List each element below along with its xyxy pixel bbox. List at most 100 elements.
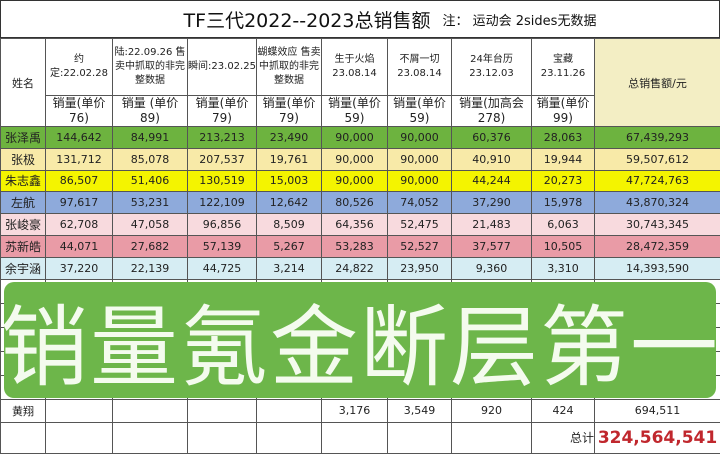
column-unit: 销量(单价59) bbox=[388, 96, 452, 127]
total-header: 总销售额/元 bbox=[595, 39, 720, 127]
column-unit: 销量(单价79) bbox=[188, 96, 257, 127]
sales-value: 122,109 bbox=[188, 192, 257, 214]
empty-cell bbox=[188, 422, 257, 453]
sales-value: 8,509 bbox=[257, 214, 322, 236]
sales-value: 37,290 bbox=[452, 192, 532, 214]
empty-cell bbox=[452, 422, 532, 453]
member-name: 苏新皓 bbox=[1, 235, 46, 257]
sales-value: 40,910 bbox=[452, 148, 532, 170]
total-value: 28,472,359 bbox=[595, 235, 720, 257]
sales-value: 21,483 bbox=[452, 214, 532, 236]
column-unit: 销量(加高会278) bbox=[452, 96, 532, 127]
column-title: 约定:22.02.28 bbox=[46, 39, 113, 96]
column-unit: 销量 (单价89) bbox=[113, 96, 188, 127]
sales-value: 90,000 bbox=[322, 170, 388, 192]
grand-total-label: 总计 bbox=[532, 422, 595, 453]
sales-value: 44,071 bbox=[46, 235, 113, 257]
sales-value: 12,642 bbox=[257, 192, 322, 214]
column-unit: 销量(单价79) bbox=[257, 96, 322, 127]
sales-value: 27,682 bbox=[113, 235, 188, 257]
sales-value: 64,356 bbox=[322, 214, 388, 236]
sales-value: 51,406 bbox=[113, 170, 188, 192]
sales-value: 96,856 bbox=[188, 214, 257, 236]
sales-value: 130,519 bbox=[188, 170, 257, 192]
column-title: 生于火焰 23.08.14 bbox=[322, 39, 388, 96]
sales-value: 90,000 bbox=[388, 127, 452, 149]
sales-value: 90,000 bbox=[322, 148, 388, 170]
member-name: 左航 bbox=[1, 192, 46, 214]
member-name: 张极 bbox=[1, 148, 46, 170]
sales-value: 44,244 bbox=[452, 170, 532, 192]
table-title: TF三代2022--2023总销售额 注： 运动会 2sides无数据 bbox=[0, 0, 720, 38]
sales-value: 6,063 bbox=[532, 214, 595, 236]
member-name: 张泽禹 bbox=[1, 127, 46, 149]
sales-value: 84,991 bbox=[113, 127, 188, 149]
total-value: 43,870,324 bbox=[595, 192, 720, 214]
column-title: 蝴蝶效应 售卖中抓取的非完整数据 bbox=[257, 39, 322, 96]
empty-cell bbox=[322, 422, 388, 453]
column-unit: 销量(单价59) bbox=[322, 96, 388, 127]
column-title: 宝藏 23.11.26 bbox=[532, 39, 595, 96]
sales-value: 60,376 bbox=[452, 127, 532, 149]
sales-value: 10,505 bbox=[532, 235, 595, 257]
sales-value: 207,537 bbox=[188, 148, 257, 170]
sales-value: 74,052 bbox=[388, 192, 452, 214]
member-name: 张峻豪 bbox=[1, 214, 46, 236]
sales-value: 62,708 bbox=[46, 214, 113, 236]
sales-value: 19,944 bbox=[532, 148, 595, 170]
sales-value: 90,000 bbox=[388, 148, 452, 170]
sales-value: 47,058 bbox=[113, 214, 188, 236]
sales-value: 80,526 bbox=[322, 192, 388, 214]
column-unit: 销量(单价76) bbox=[46, 96, 113, 127]
name-header: 姓名 bbox=[1, 39, 46, 127]
sales-value: 19,761 bbox=[257, 148, 322, 170]
sales-value: 5,267 bbox=[257, 235, 322, 257]
sales-value: 52,527 bbox=[388, 235, 452, 257]
empty-cell bbox=[46, 422, 113, 453]
empty-cell bbox=[388, 422, 452, 453]
column-title: 瞬间:23.02.25 bbox=[188, 39, 257, 96]
empty-cell bbox=[113, 422, 188, 453]
sales-value: 97,617 bbox=[46, 192, 113, 214]
column-unit: 销量(单价99) bbox=[532, 96, 595, 127]
sales-value: 144,642 bbox=[46, 127, 113, 149]
grand-total-value: 324,564,541 bbox=[595, 422, 720, 453]
total-value: 67,439,293 bbox=[595, 127, 720, 149]
title-note: 注： 运动会 2sides无数据 bbox=[443, 10, 597, 29]
member-name: 朱志鑫 bbox=[1, 170, 46, 192]
sales-value: 85,078 bbox=[113, 148, 188, 170]
sales-value: 28,063 bbox=[532, 127, 595, 149]
empty-cell bbox=[1, 422, 46, 453]
sales-value: 57,139 bbox=[188, 235, 257, 257]
sales-value: 213,213 bbox=[188, 127, 257, 149]
total-value: 47,724,763 bbox=[595, 170, 720, 192]
sales-value: 90,000 bbox=[322, 127, 388, 149]
sales-value: 53,283 bbox=[322, 235, 388, 257]
sales-value: 131,712 bbox=[46, 148, 113, 170]
sales-value: 15,978 bbox=[532, 192, 595, 214]
column-title: 陆:22.09.26 售卖中抓取的非完整数据 bbox=[113, 39, 188, 96]
overlay-banner: 销量氪金断层第一 bbox=[4, 282, 716, 398]
title-text: TF三代2022--2023总销售额 bbox=[184, 6, 431, 33]
total-value: 30,743,345 bbox=[595, 214, 720, 236]
sales-value: 52,475 bbox=[388, 214, 452, 236]
column-title: 不屑一切 23.08.14 bbox=[388, 39, 452, 96]
sales-value: 37,577 bbox=[452, 235, 532, 257]
sales-value: 86,507 bbox=[46, 170, 113, 192]
sales-value: 53,231 bbox=[113, 192, 188, 214]
total-value: 59,507,612 bbox=[595, 148, 720, 170]
sales-value: 15,003 bbox=[257, 170, 322, 192]
sales-value: 23,490 bbox=[257, 127, 322, 149]
column-title: 24年台历 23.12.03 bbox=[452, 39, 532, 96]
sales-value: 90,000 bbox=[388, 170, 452, 192]
empty-cell bbox=[257, 422, 322, 453]
sales-value: 20,273 bbox=[532, 170, 595, 192]
